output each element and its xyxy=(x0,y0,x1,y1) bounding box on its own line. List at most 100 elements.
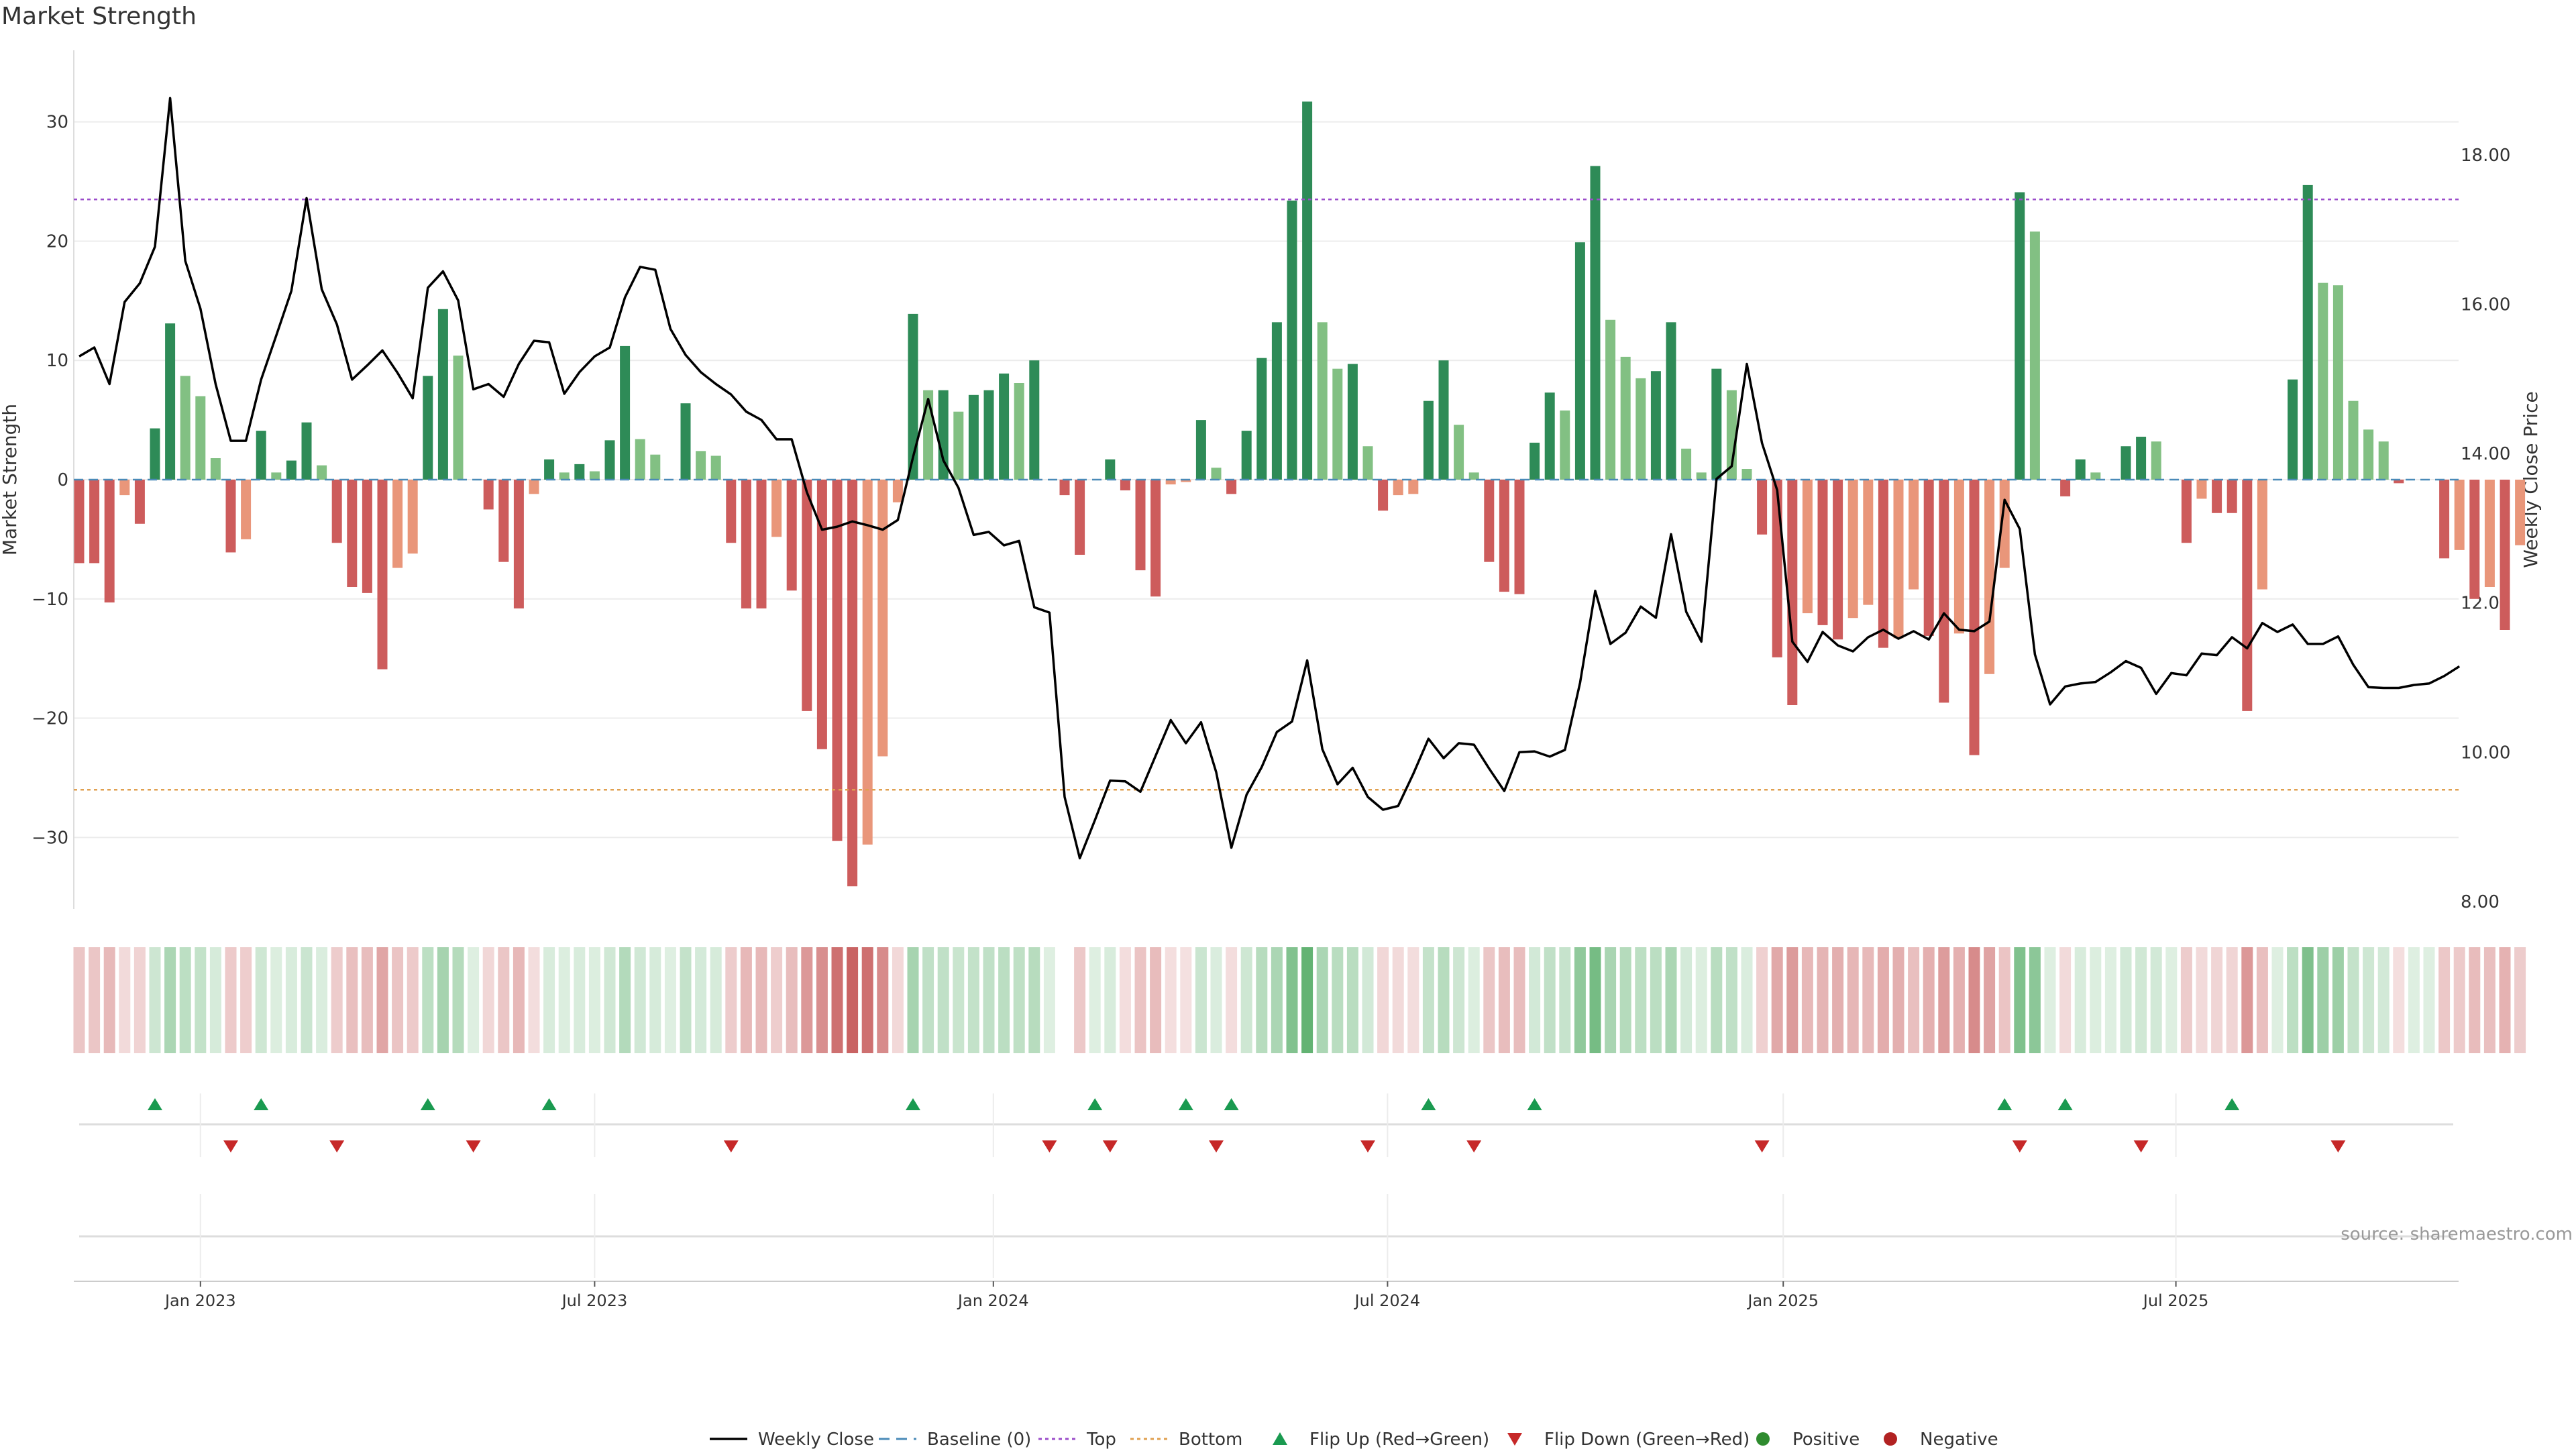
heat-cell xyxy=(1635,947,1647,1053)
strength-bar xyxy=(134,480,145,524)
heat-cell xyxy=(468,947,480,1053)
heat-cell xyxy=(1801,947,1813,1053)
heat-cell xyxy=(2302,947,2314,1053)
flip-down-marker xyxy=(1466,1140,1482,1152)
strength-bar xyxy=(2332,285,2343,480)
strength-bar xyxy=(104,480,115,603)
strength-bar xyxy=(1574,242,1585,480)
heat-cell xyxy=(361,947,373,1053)
flip-down-marker xyxy=(2133,1140,2149,1152)
heat-cell xyxy=(73,947,85,1053)
legend-item-flip_up: Flip Up (Red→Green) xyxy=(1273,1430,1489,1449)
strength-bar xyxy=(847,480,858,887)
heat-cell xyxy=(1180,947,1192,1053)
flip-up-marker xyxy=(254,1098,269,1110)
heat-cell xyxy=(1240,947,1252,1053)
x-tick-label: Jan 2023 xyxy=(164,1291,236,1310)
strength-bar xyxy=(1105,459,1116,480)
heat-cell xyxy=(892,947,904,1053)
heat-cell xyxy=(543,947,555,1053)
strength-bar xyxy=(2454,480,2465,550)
strength-bar xyxy=(74,480,85,564)
x-tick-label: Jul 2024 xyxy=(1354,1291,1421,1310)
strength-bar xyxy=(771,480,782,537)
heat-cell xyxy=(1968,947,1980,1053)
heat-cell xyxy=(498,947,510,1053)
legend-item-baseline: Baseline (0) xyxy=(879,1430,1031,1449)
strength-bar xyxy=(680,403,691,480)
heat-cell xyxy=(240,947,252,1053)
strength-bar xyxy=(832,480,843,841)
legend-swatch-negative xyxy=(1884,1432,1897,1446)
strength-bar xyxy=(225,480,236,553)
legend-label: Negative xyxy=(1920,1430,1998,1449)
strength-bar xyxy=(1909,480,1919,590)
strength-bar xyxy=(2363,429,2374,480)
heat-cell xyxy=(255,947,267,1053)
heat-cell xyxy=(1013,947,1025,1053)
legend-label: Baseline (0) xyxy=(927,1430,1031,1449)
heat-cell xyxy=(831,947,843,1053)
strength-bar xyxy=(1605,319,1616,480)
heat-cell xyxy=(634,947,646,1053)
heat-cell xyxy=(1862,947,1874,1053)
strength-bar xyxy=(1787,480,1798,705)
strength-bar xyxy=(2302,184,2313,480)
strength-bar xyxy=(2136,437,2147,480)
y-tick-label: 0 xyxy=(57,470,68,490)
heat-cell xyxy=(2363,947,2375,1053)
heat-cell xyxy=(1665,947,1677,1053)
strength-bar xyxy=(2318,282,2328,480)
strength-bar xyxy=(1302,101,1313,480)
heat-cell xyxy=(1559,947,1571,1053)
heat-cell xyxy=(1513,947,1525,1053)
y-tick-label: 10 xyxy=(46,351,68,371)
heat-cell xyxy=(937,947,949,1053)
heat-cell xyxy=(1150,947,1162,1053)
strength-bar xyxy=(1666,322,1676,480)
heat-cell xyxy=(2211,947,2223,1053)
strength-bar xyxy=(483,480,494,510)
flip-down-marker xyxy=(2330,1140,2346,1152)
heat-cell xyxy=(1301,947,1313,1053)
heat-cell xyxy=(2287,947,2299,1053)
strength-bar xyxy=(696,451,706,480)
strength-bar xyxy=(347,480,358,587)
heat-cell xyxy=(1923,947,1935,1053)
strength-bar xyxy=(2029,231,2040,480)
heat-cell xyxy=(574,947,586,1053)
heat-cell xyxy=(89,947,101,1053)
strength-bar xyxy=(2394,480,2404,484)
x-axis: Jan 2023 Jul 2023 Jan 2024 Jul 2024 Jan 2025… xyxy=(74,1281,2459,1310)
heat-cell xyxy=(2483,947,2496,1053)
y-tick-label: −10 xyxy=(32,590,68,610)
strength-bar xyxy=(210,458,221,480)
x-tick-label: Jan 2024 xyxy=(957,1291,1029,1310)
strength-bar xyxy=(2484,480,2495,587)
legend-item-bottom: Bottom xyxy=(1130,1430,1242,1449)
heat-cell xyxy=(2090,947,2102,1053)
strength-bar xyxy=(2075,459,2086,480)
heat-cell xyxy=(209,947,221,1053)
y-tick-label: −30 xyxy=(32,828,68,848)
legend: Weekly Close Baseline (0) Top Bottom Flip Up… xyxy=(710,1430,1998,1449)
strength-bar xyxy=(1135,480,1146,571)
heat-cell xyxy=(1680,947,1693,1053)
heat-cell xyxy=(861,947,873,1053)
heat-cell xyxy=(1043,947,1055,1053)
strength-bar xyxy=(1499,480,1509,592)
heat-cell xyxy=(771,947,783,1053)
heat-cell xyxy=(346,947,358,1053)
heat-cell xyxy=(1210,947,1222,1053)
heat-cell xyxy=(1316,947,1328,1053)
heat-cell xyxy=(2044,947,2056,1053)
source-label: source: sharemaestro.com xyxy=(2341,1224,2573,1244)
heat-cell xyxy=(1453,947,1465,1053)
strength-bar xyxy=(362,480,372,593)
strength-bar xyxy=(1332,368,1343,480)
strength-bar xyxy=(1484,480,1495,562)
strength-bar xyxy=(2469,480,2480,599)
strength-bar xyxy=(1635,378,1646,480)
strength-bar xyxy=(1454,425,1464,480)
strength-bar xyxy=(1560,410,1570,480)
